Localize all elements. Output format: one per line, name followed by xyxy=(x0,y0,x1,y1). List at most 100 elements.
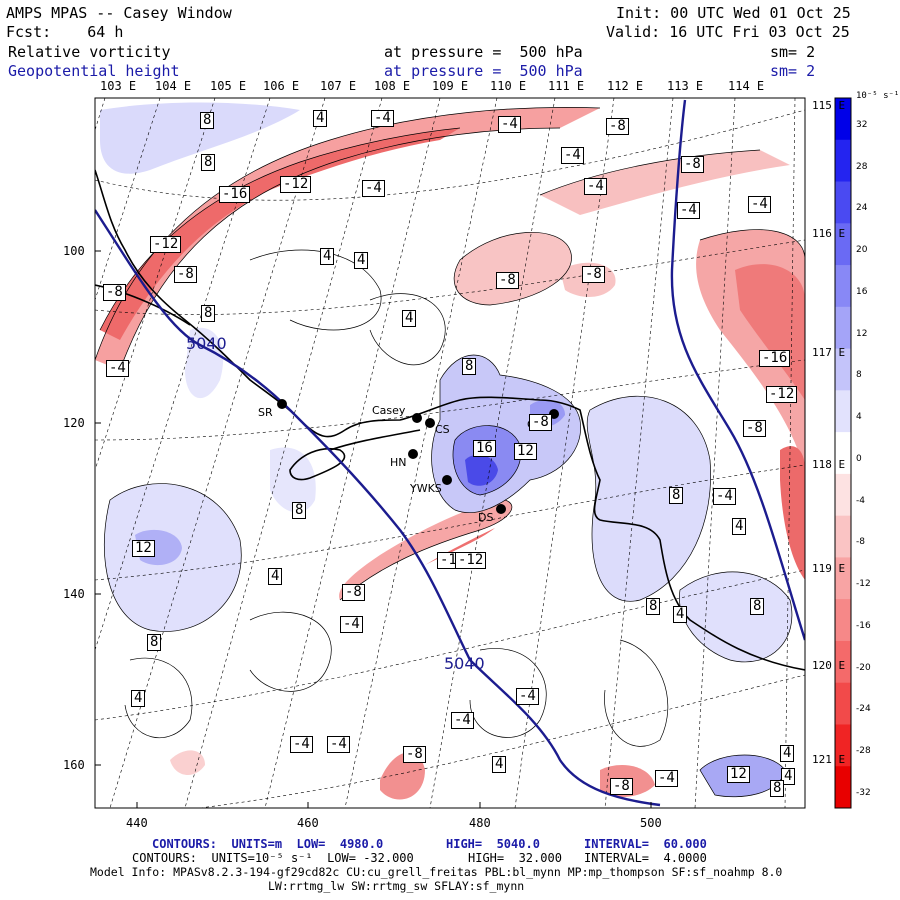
colorbar xyxy=(835,98,851,809)
colorbar-label: 12 xyxy=(856,328,868,339)
lat-label: 120 E xyxy=(812,659,846,672)
station-dot[interactable] xyxy=(496,504,506,514)
vorticity-value-label: -4 xyxy=(106,360,129,377)
colorbar-swatch xyxy=(835,139,851,183)
vorticity-value-label: -4 xyxy=(713,488,736,505)
vorticity-value-label: -8 xyxy=(681,156,704,173)
neg-vort-blob xyxy=(454,232,572,305)
colorbar-label: -32 xyxy=(856,788,871,798)
colorbar-swatch xyxy=(835,348,851,391)
colorbar-label: 0 xyxy=(856,453,862,464)
y-tick-label: 120 xyxy=(63,416,85,430)
neg-vort-blob xyxy=(380,752,425,800)
colorbar-label: 24 xyxy=(856,203,868,214)
colorbar-swatch xyxy=(835,599,851,642)
colorbar-swatch xyxy=(835,432,851,475)
contour-line xyxy=(249,611,332,692)
colorbar-swatch xyxy=(835,98,851,141)
colorbar-label: 32 xyxy=(856,119,868,130)
colorbar-label: -12 xyxy=(856,579,871,590)
station-dot[interactable] xyxy=(412,413,422,423)
vorticity-value-label: 12 xyxy=(727,766,750,783)
vorticity-value-label: -8 xyxy=(529,414,552,431)
footer-physics-info: LW:rrtmg_lw SW:rrtmg_sw SFLAY:sf_mynn xyxy=(268,879,525,893)
colorbar-swatch xyxy=(835,265,851,308)
station-labels: SR Casey CS HN YWKS CP DS xyxy=(258,404,542,524)
vorticity-value-label: 4 xyxy=(320,248,335,265)
meridian xyxy=(784,98,796,808)
vorticity-value-label: 4 xyxy=(268,568,283,585)
contour-line xyxy=(469,648,547,738)
station-dot[interactable] xyxy=(277,399,287,409)
colorbar-label: -4 xyxy=(856,495,865,506)
lon-label: 111 E xyxy=(548,79,585,93)
height-contour-label: 5040 xyxy=(444,654,485,673)
lon-label: 103 E xyxy=(100,79,137,93)
axis-ticks xyxy=(95,250,652,808)
vorticity-value-label: -8 xyxy=(103,284,126,301)
station-label-ds: DS xyxy=(478,511,493,524)
parallel xyxy=(95,109,805,201)
vorticity-value-label: 4 xyxy=(131,690,146,707)
lon-label: 104 E xyxy=(155,79,192,93)
coast-line xyxy=(289,448,346,481)
vorticity-value-label: 4 xyxy=(732,518,747,535)
meridian xyxy=(604,98,674,808)
colorbar-label: -16 xyxy=(856,620,871,631)
vorticity-value-label: -8 xyxy=(606,118,629,135)
vorticity-value-label: -4 xyxy=(362,180,385,197)
colorbar-swatch xyxy=(835,306,851,350)
footer-height-interval: INTERVAL= 60.000 xyxy=(584,837,707,851)
lon-label: 113 E xyxy=(667,79,704,93)
pos-vort-area xyxy=(270,447,316,513)
vorticity-value-label: -4 xyxy=(516,688,539,705)
valid-time: Valid: 16 UTC Fri 03 Oct 25 xyxy=(606,23,850,41)
station-label-casey: Casey xyxy=(372,404,406,417)
pos-vort-area xyxy=(679,571,792,662)
field1-smoothing: sm= 2 xyxy=(770,43,816,61)
field2-name: Geopotential height xyxy=(8,62,180,80)
lon-label: 110 E xyxy=(490,79,527,93)
colorbar-swatch xyxy=(835,223,851,266)
meridian xyxy=(95,98,161,301)
neg-vort-streak xyxy=(339,500,512,600)
vorticity-value-label: -4 xyxy=(371,110,394,127)
vorticity-contours xyxy=(95,107,805,798)
footer-vort-interval: INTERVAL= 4.0000 xyxy=(584,851,707,865)
contour-line xyxy=(99,127,461,331)
forecast-hour: Fcst: 64 h xyxy=(6,23,124,41)
lon-label: 106 E xyxy=(263,79,300,93)
colorbar-swatch xyxy=(835,557,851,600)
lon-label: 109 E xyxy=(432,79,469,93)
lat-label: 117 E xyxy=(812,346,846,359)
colorbar-label: -8 xyxy=(856,537,865,548)
colorbar-swatch xyxy=(835,766,851,809)
vorticity-value-label: -8 xyxy=(743,420,766,437)
contour-line xyxy=(95,107,601,361)
vorticity-value-label: 8 xyxy=(669,487,684,504)
colorbar-swatch xyxy=(835,390,851,433)
station-dot[interactable] xyxy=(442,475,452,485)
contour-line xyxy=(124,657,193,738)
graticule xyxy=(95,98,805,808)
station-dot[interactable] xyxy=(408,449,418,459)
vorticity-value-label: -8 xyxy=(174,266,197,283)
lat-label: 121 E xyxy=(812,753,846,766)
footer-vort-contours: CONTOURS: UNITS=10⁻⁵ s⁻¹ LOW= -32.000 xyxy=(132,851,414,865)
lat-label: 118 E xyxy=(812,458,846,471)
station-dot[interactable] xyxy=(425,418,435,428)
vorticity-value-label: -4 xyxy=(290,736,313,753)
meridian xyxy=(344,98,498,808)
height-5040-west xyxy=(95,209,661,807)
lat-label: 116 E xyxy=(812,227,846,240)
vorticity-value-label: -8 xyxy=(582,266,605,283)
vorticity-value-label: -8 xyxy=(610,778,633,795)
contour-line xyxy=(699,229,805,261)
meridian xyxy=(109,98,326,808)
field2-smoothing: sm= 2 xyxy=(770,62,816,80)
vorticity-value-label: 8 xyxy=(646,598,661,615)
parallel xyxy=(95,239,805,315)
colorbar-label: -28 xyxy=(856,746,871,757)
height-5040-east xyxy=(670,99,805,641)
